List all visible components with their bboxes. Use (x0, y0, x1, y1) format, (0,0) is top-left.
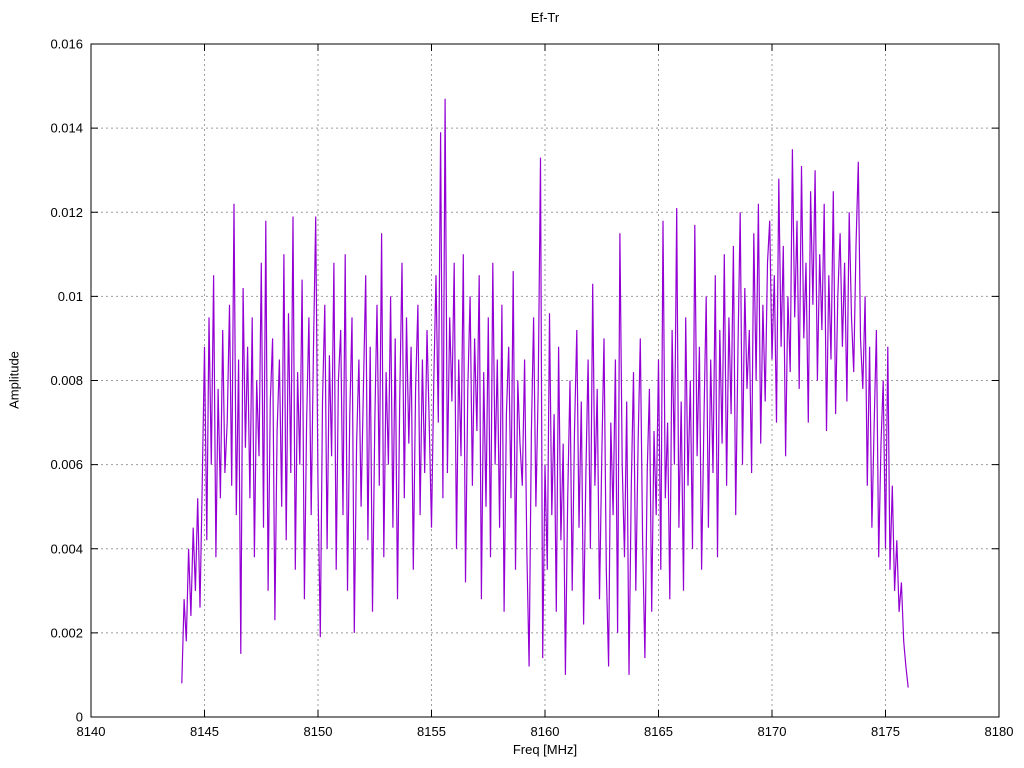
y-tick-label: 0.012 (50, 205, 83, 220)
x-tick-label: 8175 (871, 724, 900, 739)
x-tick-label: 8180 (985, 724, 1014, 739)
y-tick-label: 0.014 (50, 121, 83, 136)
y-tick-label: 0.01 (58, 289, 83, 304)
x-tick-label: 8165 (644, 724, 673, 739)
x-tick-label: 8145 (190, 724, 219, 739)
x-axis-label: Freq [MHz] (512, 742, 578, 757)
y-tick-label: 0.008 (50, 373, 83, 388)
y-tick-label: 0 (76, 710, 83, 725)
chart-title: Ef-Tr (530, 10, 560, 25)
y-tick-label: 0.016 (50, 37, 83, 52)
data-line (181, 98, 909, 688)
x-tick-label: 8140 (77, 724, 106, 739)
x-tick-label: 8155 (417, 724, 446, 739)
y-tick-label: 0.002 (50, 625, 83, 640)
y-tick-label: 0.004 (50, 541, 83, 556)
x-tick-label: 8170 (758, 724, 787, 739)
y-axis-label: Amplitude (6, 351, 22, 409)
y-tick-label: 0.006 (50, 457, 83, 472)
x-tick-label: 8160 (531, 724, 560, 739)
x-tick-label: 8150 (304, 724, 333, 739)
